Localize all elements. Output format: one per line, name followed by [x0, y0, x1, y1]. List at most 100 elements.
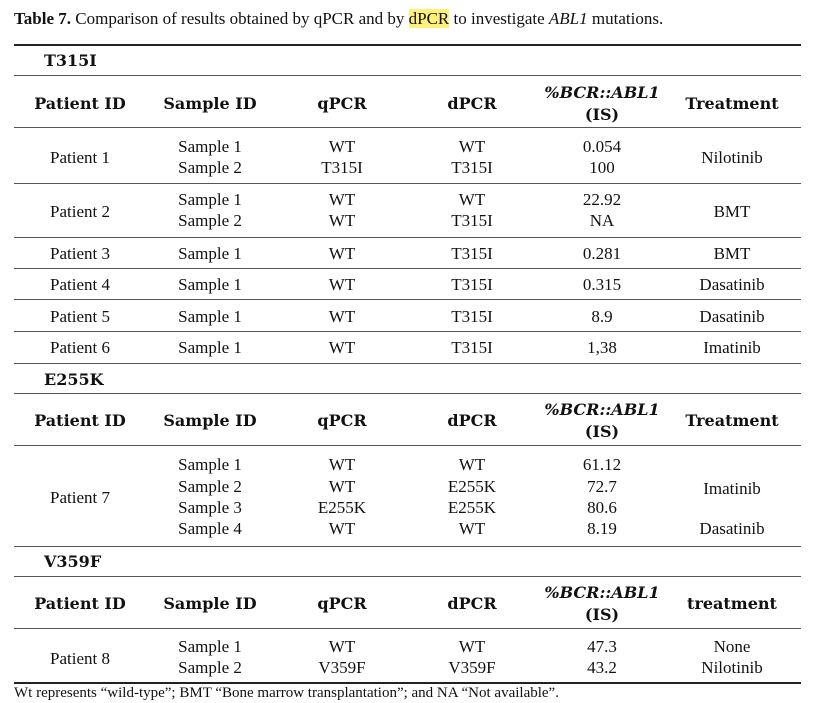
header-bcr-abl-suffix: (IS) [584, 105, 620, 124]
cell-treatment: BMT [713, 244, 751, 263]
cell-sample: Sample 2 [178, 477, 242, 496]
cell-sample: Sample 2 [178, 211, 242, 230]
header-qpcr: qPCR [317, 411, 367, 430]
cell-bcr: 100 [589, 158, 615, 177]
cell-sample: Sample 1 [178, 190, 242, 209]
cell-treatment: Dasatinib [699, 307, 765, 326]
cell-qpcr: WT [328, 477, 356, 496]
cell-sample: Sample 1 [178, 338, 242, 357]
cell-patient: Patient 6 [50, 338, 110, 357]
cell-qpcr: WT [328, 455, 356, 474]
cell-patient: Patient 5 [50, 307, 110, 326]
cell-sample: Sample 2 [178, 658, 242, 677]
cell-qpcr: WT [328, 211, 356, 230]
header-patient-id: Patient ID [34, 411, 126, 430]
row-rule [14, 237, 801, 238]
cell-qpcr: V359F [318, 658, 366, 677]
header-dpcr: dPCR [447, 94, 497, 113]
cell-sample: Sample 1 [178, 307, 242, 326]
header-sample-id: Sample ID [163, 411, 257, 430]
cell-patient: Patient 1 [50, 148, 110, 167]
header-patient-id: Patient ID [34, 594, 126, 613]
cell-bcr: 1,38 [587, 338, 617, 357]
cell-dpcr: E255K [447, 477, 497, 496]
cell-qpcr: WT [328, 244, 356, 263]
cell-dpcr: T315I [451, 158, 493, 177]
cell-treatment: Imatinib [703, 479, 761, 498]
cell-sample: Sample 1 [178, 137, 242, 156]
header-bcr-abl-suffix: (IS) [584, 422, 620, 441]
cell-bcr: 47.3 [587, 637, 617, 656]
header-treatment: Treatment [685, 94, 779, 113]
cell-dpcr: WT [458, 637, 486, 656]
cell-sample: Sample 1 [178, 275, 242, 294]
cell-bcr: 8.9 [591, 307, 613, 326]
header-qpcr: qPCR [317, 594, 367, 613]
cell-sample: Sample 4 [178, 519, 242, 538]
table-footnote: Wt represents “wild-type”; BMT “Bone mar… [14, 685, 559, 701]
cell-patient: Patient 3 [50, 244, 110, 263]
caption-text-after: mutations. [587, 9, 664, 28]
row-rule [14, 268, 801, 269]
header-bcr-abl: %BCR::ABL1 (IS) [542, 582, 662, 626]
cell-bcr: 0.281 [582, 244, 622, 263]
caption-gene: ABL1 [548, 9, 588, 28]
cell-sample: Sample 2 [178, 158, 242, 177]
cell-treatment: Nilotinib [701, 658, 763, 677]
section-rule [14, 363, 801, 364]
cell-sample: Sample 1 [178, 637, 242, 656]
cell-bcr: 8.19 [587, 519, 617, 538]
table-caption: Table 7. Comparison of results obtained … [14, 8, 663, 30]
cell-patient: Patient 8 [50, 649, 110, 668]
cell-qpcr: WT [328, 190, 356, 209]
header-bcr-abl-italic: %BCR::ABL1 [544, 400, 660, 419]
cell-dpcr: WT [458, 190, 486, 209]
cell-qpcr: WT [328, 307, 356, 326]
cell-treatment: Dasatinib [699, 519, 765, 538]
header-rule [14, 127, 801, 128]
row-rule [14, 183, 801, 184]
cell-dpcr: WT [458, 137, 486, 156]
caption-text-middle: to investigate [449, 9, 549, 28]
cell-bcr: 80.6 [587, 498, 617, 517]
section-rule [14, 75, 801, 76]
cell-sample: Sample 3 [178, 498, 242, 517]
cell-dpcr: T315I [451, 275, 493, 294]
header-rule [14, 445, 801, 446]
cell-dpcr: WT [458, 455, 486, 474]
header-bcr-abl-italic: %BCR::ABL1 [544, 83, 660, 102]
header-dpcr: dPCR [447, 411, 497, 430]
cell-dpcr: T315I [451, 307, 493, 326]
header-sample-id: Sample ID [163, 594, 257, 613]
cell-qpcr: E255K [317, 498, 367, 517]
table-top-rule [14, 44, 801, 46]
section-rule [14, 546, 801, 547]
cell-dpcr: T315I [451, 211, 493, 230]
header-treatment: Treatment [685, 411, 779, 430]
row-rule [14, 331, 801, 332]
header-qpcr: qPCR [317, 94, 367, 113]
cell-dpcr: T315I [451, 244, 493, 263]
caption-text-before: Comparison of results obtained by qPCR a… [71, 9, 409, 28]
header-rule [14, 628, 801, 629]
cell-qpcr: T315I [321, 158, 363, 177]
cell-qpcr: WT [328, 338, 356, 357]
cell-patient: Patient 7 [50, 488, 110, 507]
cell-patient: Patient 2 [50, 202, 110, 221]
header-bcr-abl: %BCR::ABL1 (IS) [542, 82, 662, 126]
cell-qpcr: WT [328, 637, 356, 656]
cell-sample: Sample 1 [178, 455, 242, 474]
cell-sample: Sample 1 [178, 244, 242, 263]
cell-bcr: 72.7 [587, 477, 617, 496]
cell-bcr: 43.2 [587, 658, 617, 677]
cell-dpcr: WT [458, 519, 486, 538]
cell-bcr: 22.92 [582, 190, 622, 209]
section-rule [14, 393, 801, 394]
section-title-t315i: T315I [44, 51, 97, 70]
cell-treatment: None [713, 637, 751, 656]
header-patient-id: Patient ID [34, 94, 126, 113]
cell-dpcr: E255K [447, 498, 497, 517]
header-treatment: treatment [687, 594, 777, 613]
cell-patient: Patient 4 [50, 275, 110, 294]
